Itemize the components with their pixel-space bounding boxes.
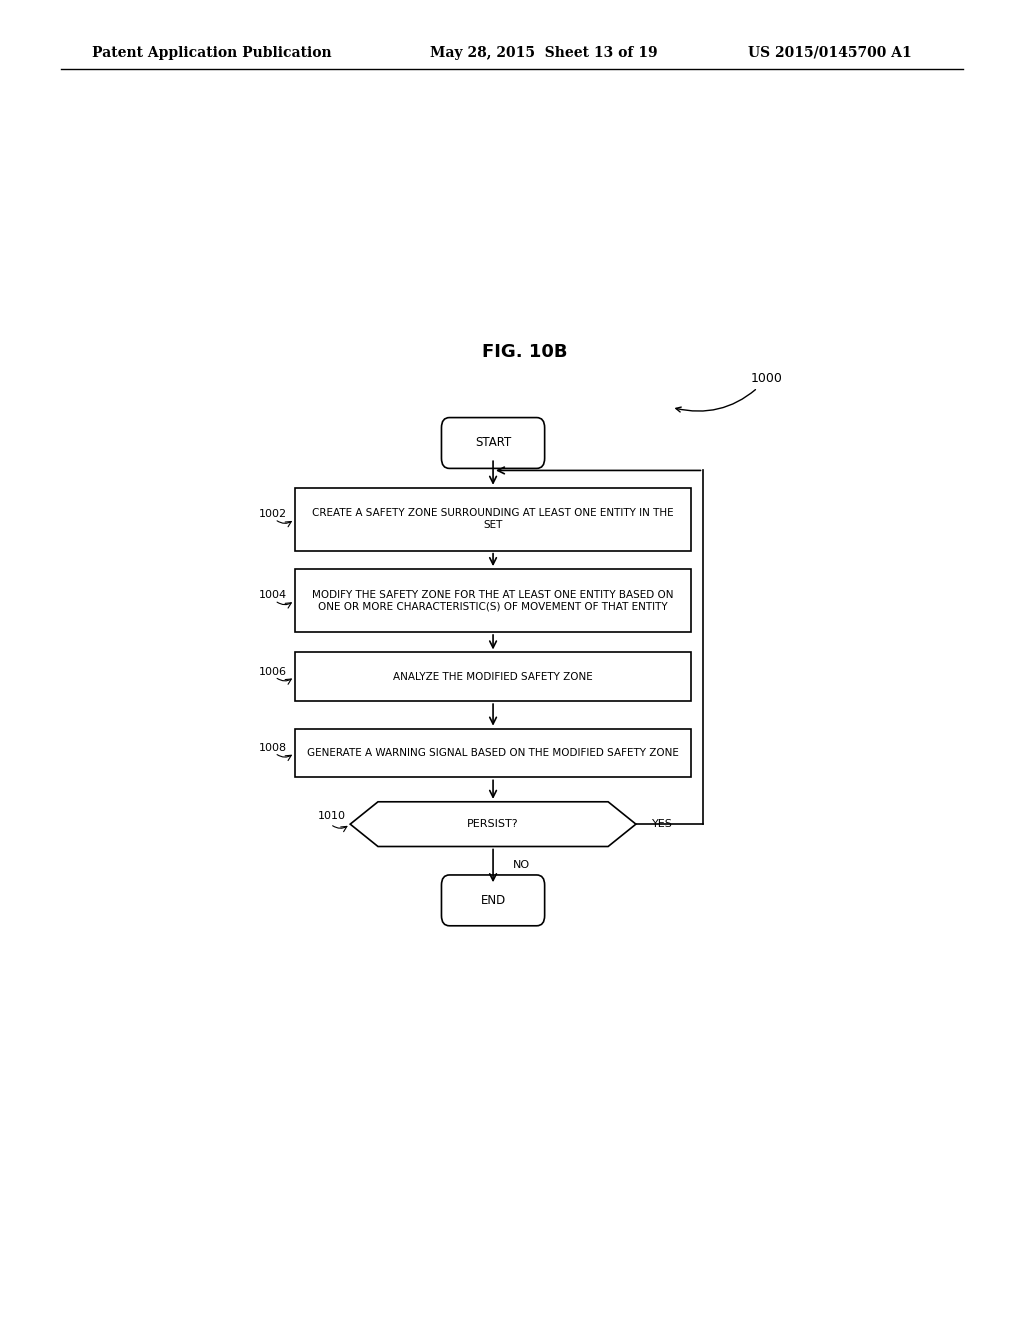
- Text: YES: YES: [652, 820, 673, 829]
- Text: 1002: 1002: [259, 510, 287, 519]
- Text: PERSIST?: PERSIST?: [467, 820, 519, 829]
- Text: May 28, 2015  Sheet 13 of 19: May 28, 2015 Sheet 13 of 19: [430, 46, 657, 59]
- Bar: [295, 652, 691, 701]
- Text: 1010: 1010: [318, 810, 346, 821]
- FancyBboxPatch shape: [441, 875, 545, 925]
- Text: Patent Application Publication: Patent Application Publication: [92, 46, 332, 59]
- Text: 1000: 1000: [676, 372, 783, 412]
- Text: 1004: 1004: [259, 590, 287, 601]
- Bar: [295, 569, 691, 632]
- Text: MODIFY THE SAFETY ZONE FOR THE AT LEAST ONE ENTITY BASED ON
ONE OR MORE CHARACTE: MODIFY THE SAFETY ZONE FOR THE AT LEAST …: [312, 590, 674, 611]
- Text: 1008: 1008: [259, 743, 287, 752]
- Text: NO: NO: [513, 859, 530, 870]
- Text: END: END: [480, 894, 506, 907]
- Text: START: START: [475, 437, 511, 450]
- Text: FIG. 10B: FIG. 10B: [482, 342, 567, 360]
- Text: 1006: 1006: [259, 667, 287, 677]
- Text: CREATE A SAFETY ZONE SURROUNDING AT LEAST ONE ENTITY IN THE
SET: CREATE A SAFETY ZONE SURROUNDING AT LEAS…: [312, 508, 674, 531]
- Text: US 2015/0145700 A1: US 2015/0145700 A1: [748, 46, 911, 59]
- Bar: [295, 487, 691, 550]
- Bar: [295, 729, 691, 777]
- Text: ANALYZE THE MODIFIED SAFETY ZONE: ANALYZE THE MODIFIED SAFETY ZONE: [393, 672, 593, 681]
- FancyBboxPatch shape: [441, 417, 545, 469]
- Polygon shape: [350, 801, 636, 846]
- Text: GENERATE A WARNING SIGNAL BASED ON THE MODIFIED SAFETY ZONE: GENERATE A WARNING SIGNAL BASED ON THE M…: [307, 748, 679, 758]
